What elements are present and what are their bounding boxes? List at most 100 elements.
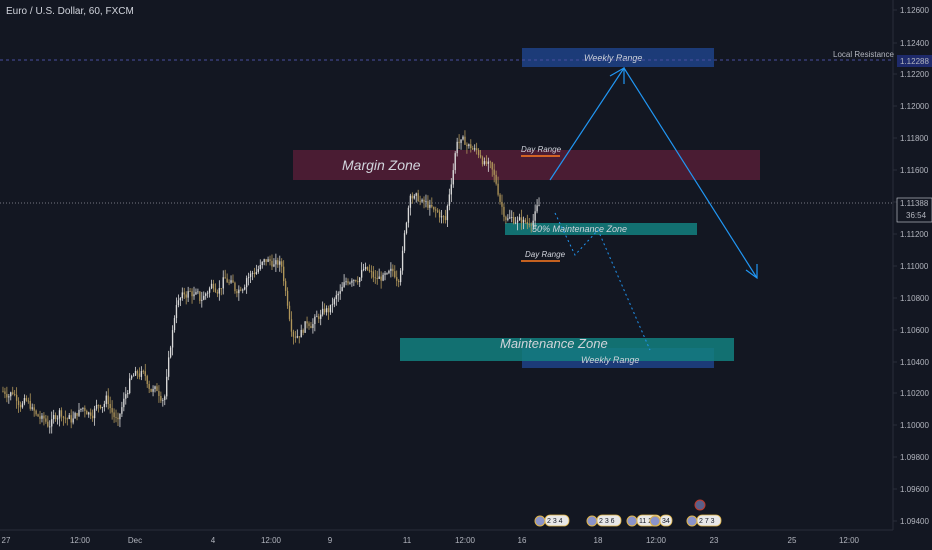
time-axis[interactable]: 27 12:00 Dec 4 12:00 9 11 12:00 16 18 12:00 23 25 12:… [2, 536, 860, 545]
candle-body [320, 314, 322, 319]
event-marker[interactable]: 2 7 3 [686, 514, 722, 527]
candle-body [249, 273, 252, 277]
candle-body [403, 233, 406, 251]
local-resistance-label: Local Resistance [833, 50, 894, 59]
candle-body [294, 336, 297, 338]
candle-body [162, 399, 164, 401]
event-marker[interactable]: 34 [649, 514, 673, 527]
candle-body [329, 304, 332, 313]
candle-body [286, 290, 289, 306]
candle-body [150, 388, 152, 392]
candle-body [481, 157, 484, 165]
margin-zone-label: Margin Zone [342, 157, 421, 173]
candle-body [466, 144, 468, 147]
candle-body [130, 376, 133, 379]
time-tick-label: 12:00 [455, 536, 476, 545]
margin-zone-box[interactable] [293, 150, 760, 180]
candle-body [337, 293, 339, 296]
candle-body [84, 407, 86, 411]
candle-body [12, 392, 14, 394]
candle-body [429, 204, 431, 208]
candle-body [460, 139, 462, 143]
candle-body [144, 371, 146, 377]
candle-body [189, 291, 191, 292]
candle-body [475, 148, 478, 151]
bullish-projection-arrow[interactable] [549, 66, 758, 280]
candle-body [514, 222, 517, 224]
candle-body [220, 288, 222, 289]
candle-body [259, 265, 261, 270]
candle-body [181, 292, 183, 299]
candle-body [64, 417, 67, 419]
candle-body [47, 421, 49, 427]
candle-body [277, 260, 279, 265]
price-tick-label: 1.11600 [900, 166, 929, 175]
candle-body [448, 194, 451, 206]
candle-body [376, 278, 378, 279]
candle-body [70, 415, 72, 423]
resistance-price-value: 1.12288 [900, 57, 929, 66]
time-tick-label: 27 [2, 536, 11, 545]
time-tick-label: 25 [788, 536, 797, 545]
candle-body [436, 210, 439, 212]
candle-body [288, 305, 291, 320]
candle-body [401, 250, 404, 271]
candle-body [253, 272, 256, 275]
candle-body [167, 357, 170, 377]
candle-body [349, 282, 351, 284]
candle-body [175, 305, 178, 319]
candle-body [245, 278, 248, 288]
event-markers[interactable]: 2 3 4 2 3 6 11 22 34 2 7 3 [534, 499, 722, 527]
candle-body [97, 404, 100, 406]
price-tick-label: 1.10800 [900, 294, 929, 303]
candle-body [364, 266, 367, 270]
candle-body [279, 261, 281, 265]
candle-body [520, 217, 523, 223]
candle-body [536, 205, 538, 212]
resistance-price-badge [897, 55, 932, 67]
candle-body [318, 316, 320, 319]
candle-body [518, 217, 521, 221]
candle-body [49, 426, 51, 428]
candle-body [509, 217, 511, 219]
candle-body [10, 392, 12, 397]
candle-body [359, 277, 361, 283]
candle-body [265, 259, 267, 262]
event-marker[interactable]: 2 3 4 [534, 514, 570, 527]
candle-body [362, 269, 365, 271]
maintenance-zone-box[interactable] [400, 338, 734, 361]
event-marker[interactable]: 2 3 6 [586, 514, 622, 527]
candle-body [398, 280, 400, 283]
candle-body [526, 221, 529, 225]
candle-body [58, 410, 61, 419]
price-axis[interactable]: 1.12600 1.12400 1.12200 1.12000 1.11800 1.116… [893, 6, 929, 526]
candle-body [440, 216, 443, 218]
candle-body [68, 415, 70, 419]
candle-body [323, 308, 326, 313]
candle-body [454, 153, 456, 171]
half-maintenance-zone-box[interactable] [505, 223, 697, 235]
candle-body [345, 281, 347, 283]
candle-body [390, 268, 392, 271]
candle-body [60, 410, 63, 417]
event-label: 2 7 3 [699, 518, 715, 525]
candle-body [271, 260, 273, 267]
candle-body [433, 206, 435, 210]
weekly-range-top-box[interactable] [522, 48, 714, 67]
event-label: 11 22 [639, 518, 656, 525]
candle-body [452, 170, 454, 185]
candle-body [205, 293, 207, 296]
candle-body [435, 209, 437, 211]
candle-body [485, 161, 488, 164]
candle-body [415, 193, 417, 196]
candle-body [292, 331, 295, 337]
candle-body [54, 415, 57, 419]
bearish-projection-path[interactable] [554, 212, 651, 351]
candle-body [532, 220, 534, 226]
candle-body [99, 405, 102, 408]
candle-body [146, 376, 148, 384]
candle-body [321, 308, 324, 315]
day-range-bottom-label: Day Range [525, 250, 566, 259]
event-flag-icon[interactable] [694, 499, 706, 511]
